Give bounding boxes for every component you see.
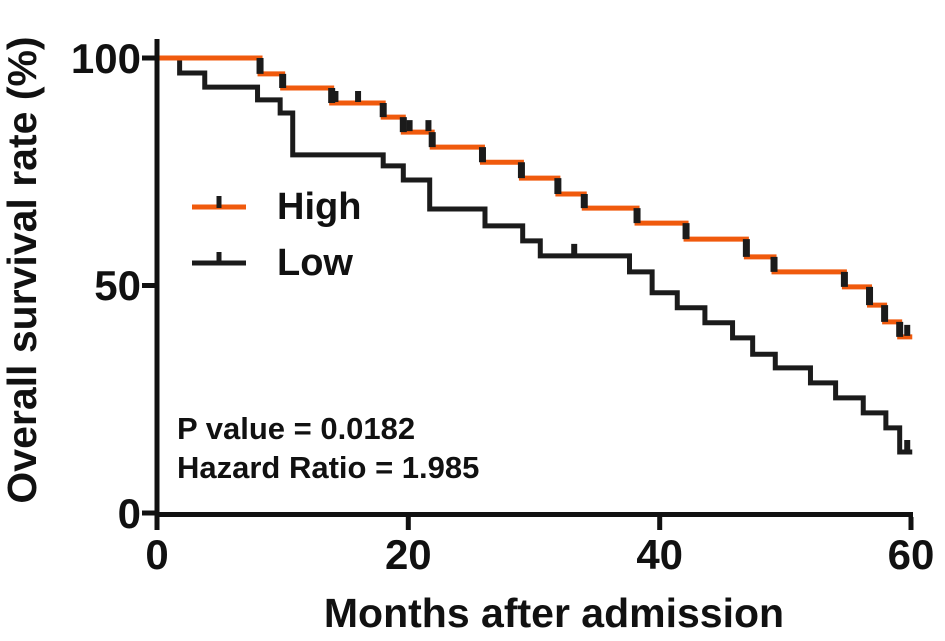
series-low-curve <box>157 55 913 455</box>
y-tick-label-100: 100 <box>71 35 141 82</box>
p-value-text: P value = 0.0182 <box>177 411 415 446</box>
x-tick-label-40: 40 <box>636 531 683 578</box>
legend: High Low <box>192 186 361 284</box>
legend-low-label: Low <box>277 242 353 284</box>
y-axis-title: Overall survival rate (%) <box>0 36 45 503</box>
x-tick-label-0: 0 <box>145 531 168 578</box>
series-high-curve <box>157 55 913 340</box>
x-tick-label-60: 60 <box>888 531 935 578</box>
x-axis-title: Months after admission <box>324 590 784 636</box>
x-tick-label-20: 20 <box>385 531 432 578</box>
legend-high-label: High <box>277 186 361 228</box>
plot-series <box>157 55 913 455</box>
y-tick-label-0: 0 <box>118 490 141 537</box>
hazard-ratio-text: Hazard Ratio = 1.985 <box>177 450 479 485</box>
y-tick-label-50: 50 <box>94 262 141 309</box>
